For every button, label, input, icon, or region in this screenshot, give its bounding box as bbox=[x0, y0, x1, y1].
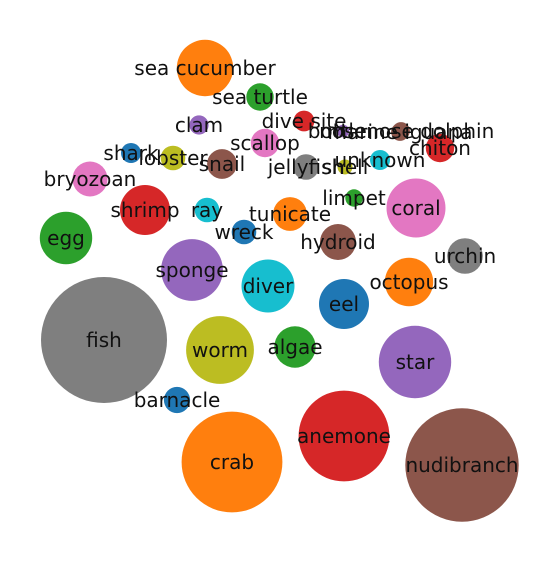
bubble-chiton bbox=[425, 133, 455, 163]
bubble-label-sponge: sponge bbox=[155, 258, 228, 282]
bubble-sea-cucumber bbox=[176, 39, 234, 97]
bubble-clam bbox=[189, 115, 209, 135]
bubble-shrimp bbox=[120, 185, 170, 235]
bubble-jellyfish bbox=[293, 154, 319, 180]
bubble-ray bbox=[194, 197, 220, 223]
bubble-label-diver: diver bbox=[243, 274, 294, 298]
bubble-anemone bbox=[298, 390, 390, 482]
bubble-label-unknown: unknown bbox=[335, 148, 426, 172]
bubble-hydroid bbox=[320, 224, 356, 260]
bubble-label-worm: worm bbox=[192, 338, 248, 362]
bubble-shark bbox=[121, 143, 141, 163]
bubble-label-egg: egg bbox=[47, 226, 85, 250]
bubble-limpet bbox=[345, 189, 363, 207]
bubble-sponge bbox=[161, 239, 223, 301]
label-layer: fish nudibranch crab anemone worm star sponge c… bbox=[44, 56, 519, 477]
bubble-label-hydroid: hydroid bbox=[300, 230, 375, 254]
bubble-label-crab: crab bbox=[210, 450, 254, 474]
bubble-coral bbox=[386, 178, 446, 238]
bubble-algae bbox=[274, 326, 316, 368]
bubble-crab bbox=[181, 411, 283, 513]
bubble-urchin bbox=[447, 238, 483, 274]
bubble-label-chiton: chiton bbox=[409, 136, 471, 160]
bubble-tunicate bbox=[273, 197, 307, 231]
bubble-label-dive-site: dive site bbox=[262, 109, 347, 133]
bubble-label-shark: shark bbox=[103, 141, 159, 165]
bubble-label-eel: eel bbox=[329, 292, 359, 316]
bubble-barnacle bbox=[163, 386, 191, 414]
bubble-wreck bbox=[231, 219, 257, 245]
bubble-label-scallop: scallop bbox=[230, 131, 300, 155]
bubble-worm bbox=[186, 316, 254, 384]
bubble-shell bbox=[337, 159, 353, 175]
bubble-label-tunicate: tunicate bbox=[249, 202, 331, 226]
bubble-label-bottlenose-dolphin: bottlenose dolphin bbox=[308, 119, 495, 143]
bubble-label-shrimp: shrimp bbox=[110, 198, 179, 222]
bubble-label-barnacle: barnacle bbox=[134, 388, 221, 412]
bubble-scallop bbox=[250, 128, 280, 158]
bubble-label-star: star bbox=[396, 350, 436, 374]
bubble-label-marine-iguana: marine iguana bbox=[328, 120, 473, 144]
bubble-lobster bbox=[160, 145, 186, 171]
bubble-label-ray: ray bbox=[191, 198, 223, 222]
bubble-nose bbox=[336, 124, 350, 138]
bubble-label-bryozoan: bryozoan bbox=[44, 167, 137, 191]
bubble-unknown bbox=[370, 150, 390, 170]
bubble-layer bbox=[39, 39, 519, 522]
bubble-dive-site bbox=[293, 110, 315, 132]
bubble-label-nose: nose bbox=[319, 119, 367, 143]
bubble-label-anemone: anemone bbox=[297, 424, 391, 448]
bubble-snail bbox=[207, 149, 237, 179]
bubble-label-lobster: lobster bbox=[138, 146, 208, 170]
bubble-label-coral: coral bbox=[391, 196, 440, 220]
bubble-label-snail: snail bbox=[199, 152, 245, 176]
bubble-label-algae: algae bbox=[267, 335, 322, 359]
bubble-octopus bbox=[384, 257, 434, 307]
bubble-star bbox=[378, 325, 452, 399]
bubble-label-wreck: wreck bbox=[214, 220, 273, 244]
bubble-eel bbox=[319, 279, 369, 329]
bubble-label-limpet: limpet bbox=[322, 186, 386, 210]
bubble-diver bbox=[241, 259, 295, 313]
bubble-sea-turtle bbox=[246, 83, 274, 111]
bubble-label-nudibranch: nudibranch bbox=[405, 453, 518, 477]
bubble-label-urchin: urchin bbox=[434, 244, 496, 268]
bubble-label-shell: shell bbox=[322, 155, 369, 179]
bubble-label-sea-turtle: sea turtle bbox=[212, 85, 308, 109]
bubble-label-clam: clam bbox=[175, 113, 223, 137]
bubble-nudibranch bbox=[405, 408, 519, 522]
bubble-egg bbox=[39, 211, 93, 265]
bubble-bryozoan bbox=[72, 161, 108, 197]
bubble-label-octopus: octopus bbox=[369, 270, 448, 294]
bubble-marine-iguana bbox=[391, 123, 409, 141]
bubble-fish bbox=[41, 277, 167, 403]
bubble-label-jellyfish: jellyfish bbox=[267, 155, 345, 179]
bubble-label-fish: fish bbox=[86, 328, 122, 352]
bubble-label-sea-cucumber: sea cucumber bbox=[134, 56, 276, 80]
